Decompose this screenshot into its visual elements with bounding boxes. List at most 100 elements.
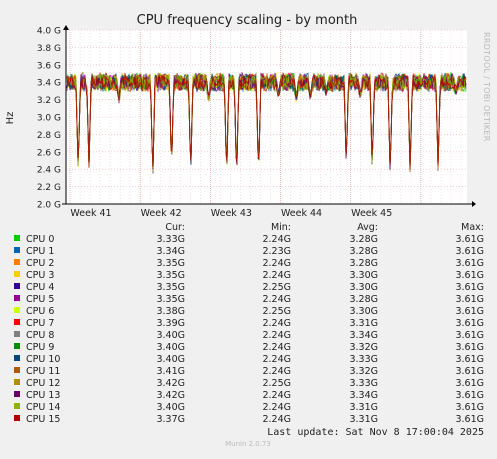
legend-value: 2.24G xyxy=(262,234,291,245)
legend-value: 3.31G xyxy=(349,318,378,329)
legend-value: 3.32G xyxy=(349,366,378,377)
y-tick-label: 3.6 G xyxy=(37,61,61,71)
legend-value: 2.25G xyxy=(262,282,291,293)
legend-label: CPU 11 xyxy=(26,366,60,377)
legend-value: 2.24G xyxy=(262,318,291,329)
legend-label: CPU 10 xyxy=(26,354,60,365)
legend-value: 2.24G xyxy=(262,414,291,425)
legend-label: CPU 1 xyxy=(26,246,54,257)
legend-value: 3.61G xyxy=(455,234,484,245)
last-update: Last update: Sat Nov 8 17:00:04 2025 xyxy=(267,427,484,438)
y-tick-label: 3.4 G xyxy=(37,79,61,89)
legend-value: 3.39G xyxy=(156,318,185,329)
legend-value: 3.61G xyxy=(455,294,484,305)
legend-value: 2.25G xyxy=(262,306,291,317)
legend-value: 3.34G xyxy=(349,390,378,401)
legend-value: 3.30G xyxy=(349,282,378,293)
legend-label: CPU 5 xyxy=(26,294,54,305)
y-axis-label: Hz xyxy=(5,112,16,125)
legend-value: 3.42G xyxy=(156,390,185,401)
legend-value: 3.30G xyxy=(349,306,378,317)
legend-value: 3.28G xyxy=(349,294,378,305)
legend-value: 3.61G xyxy=(455,306,484,317)
legend: Cur: Min: Avg: Max: CPU 0 3.33G 2.24G 3.28G 3.61… xyxy=(14,222,484,425)
legend-value: 3.61G xyxy=(455,366,484,377)
legend-swatch xyxy=(14,307,20,313)
legend-label: CPU 13 xyxy=(26,390,60,401)
legend-value: 2.24G xyxy=(262,390,291,401)
legend-value: 3.34G xyxy=(349,330,378,341)
legend-swatch xyxy=(14,319,20,325)
legend-swatch xyxy=(14,403,20,409)
legend-swatch xyxy=(14,259,20,265)
legend-label: CPU 3 xyxy=(26,270,54,281)
x-tick-label: Week 43 xyxy=(211,208,252,219)
legend-value: 3.40G xyxy=(156,342,185,353)
legend-value: 2.24G xyxy=(262,294,291,305)
legend-swatch xyxy=(14,391,20,397)
legend-value: 3.40G xyxy=(156,402,185,413)
legend-value: 2.24G xyxy=(262,258,291,269)
legend-value: 2.23G xyxy=(262,246,291,257)
legend-header: Min: xyxy=(271,222,291,233)
legend-swatch xyxy=(14,295,20,301)
y-tick-label: 2.8 G xyxy=(37,131,61,141)
legend-value: 2.24G xyxy=(262,402,291,413)
legend-label: CPU 15 xyxy=(26,414,60,425)
x-axis-arrow xyxy=(472,201,476,207)
legend-label: CPU 7 xyxy=(26,318,54,329)
legend-value: 3.31G xyxy=(349,414,378,425)
legend-value: 3.40G xyxy=(156,354,185,365)
legend-swatch xyxy=(14,367,20,373)
y-tick-label: 3.2 G xyxy=(37,96,61,106)
legend-swatch xyxy=(14,247,20,253)
legend-value: 3.61G xyxy=(455,318,484,329)
y-tick-label: 2.2 G xyxy=(37,183,61,193)
legend-value: 3.32G xyxy=(349,342,378,353)
legend-value: 3.28G xyxy=(349,246,378,257)
legend-label: CPU 6 xyxy=(26,306,54,317)
legend-value: 3.42G xyxy=(156,378,185,389)
legend-value: 2.24G xyxy=(262,366,291,377)
legend-value: 3.61G xyxy=(455,342,484,353)
legend-swatch xyxy=(14,235,20,241)
generator-label: Munin 2.0.73 xyxy=(225,440,271,448)
legend-value: 3.35G xyxy=(156,258,185,269)
x-tick-label: Week 41 xyxy=(70,208,111,219)
series-line-cpu-15 xyxy=(66,72,467,170)
y-tick-label: 3.0 G xyxy=(37,114,61,124)
legend-value: 3.61G xyxy=(455,354,484,365)
y-tick-label: 3.8 G xyxy=(37,44,61,54)
legend-value: 2.24G xyxy=(262,330,291,341)
legend-swatch xyxy=(14,379,20,385)
legend-value: 2.24G xyxy=(262,354,291,365)
y-tick-label: 2.0 G xyxy=(37,201,61,211)
legend-value: 3.28G xyxy=(349,258,378,269)
legend-value: 3.37G xyxy=(156,414,185,425)
y-tick-labels: 2.0 G 2.2 G 2.4 G 2.6 G 2.8 G 3.0 G 3.2 G 3.4 G… xyxy=(37,27,61,211)
chart-title: CPU frequency scaling - by month xyxy=(137,13,358,28)
legend-label: CPU 2 xyxy=(26,258,54,269)
x-tick-label: Week 42 xyxy=(141,208,182,219)
legend-label: CPU 8 xyxy=(26,330,54,341)
legend-value: 3.61G xyxy=(455,390,484,401)
legend-swatch xyxy=(14,331,20,337)
legend-value: 3.31G xyxy=(349,402,378,413)
legend-label: CPU 12 xyxy=(26,378,60,389)
legend-value: 3.61G xyxy=(455,282,484,293)
legend-value: 3.28G xyxy=(349,234,378,245)
legend-value: 3.33G xyxy=(156,234,185,245)
legend-value: 3.61G xyxy=(455,246,484,257)
x-tick-label: Week 44 xyxy=(281,208,322,219)
legend-swatch xyxy=(14,271,20,277)
legend-swatch xyxy=(14,415,20,421)
legend-label: CPU 0 xyxy=(26,234,54,245)
legend-value: 3.61G xyxy=(455,258,484,269)
legend-label: CPU 9 xyxy=(26,342,54,353)
legend-value: 3.61G xyxy=(455,414,484,425)
y-axis-arrow xyxy=(63,25,69,30)
series-lines xyxy=(66,71,467,174)
legend-value: 3.33G xyxy=(349,378,378,389)
